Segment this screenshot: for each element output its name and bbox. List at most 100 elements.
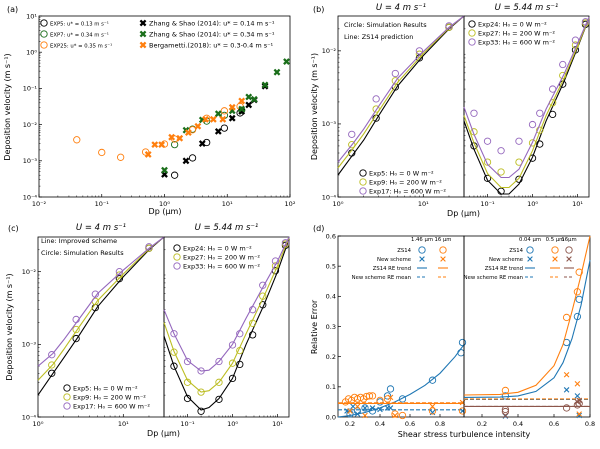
legend-marker	[173, 262, 181, 270]
x-tick-label: 10¹	[418, 200, 429, 208]
legend-marker	[63, 402, 71, 410]
legend-entry: Exp27: H₀ = 200 W m⁻²	[468, 29, 555, 37]
data-point	[261, 81, 269, 89]
legend-marker	[566, 256, 572, 262]
legend-entry: EXP7: u* = 0.34 m s⁻¹	[40, 30, 109, 38]
legend-label: Exp17: H₀ = 600 W m⁻²	[369, 187, 446, 195]
data-point	[228, 374, 237, 383]
data-point	[170, 140, 179, 149]
legend-row: ZS14 RE trend	[485, 266, 574, 272]
data-point	[581, 18, 590, 26]
subplot-title: U = 5.44 m s⁻¹	[495, 3, 559, 13]
new-scheme-point	[563, 371, 570, 378]
legend-label: EXP5: u* = 0.13 m s⁻¹	[50, 20, 109, 27]
data-point	[571, 46, 580, 54]
axes-frame	[163, 236, 290, 418]
data-point	[271, 262, 280, 270]
legend-label: ZS14	[397, 248, 411, 254]
legend-entry: Exp9: H₀ = 200 W m⁻²	[359, 178, 442, 186]
data-point	[184, 129, 192, 137]
subplot-title: U = 5.44 m s⁻¹	[195, 223, 259, 233]
zs14-point	[501, 392, 510, 400]
new-scheme-point	[362, 405, 368, 411]
data-point	[391, 77, 399, 85]
panel-a: 10⁻² 10⁻¹ 10⁰ 10¹ 10² 10⁻⁴ 10⁻³ 10⁻² 10⁻¹ 10⁰ 10¹ E…	[23, 12, 296, 208]
legend-entry: Exp24: H₀ = 0 W m⁻²	[173, 244, 252, 252]
legend-entry: Exp5: H₀ = 0 W m⁻²	[63, 384, 138, 392]
x-tick-label: 0.6	[549, 420, 559, 428]
legend-label: New scheme	[489, 257, 523, 263]
legend-size-header: 0.04 μm	[519, 237, 541, 243]
data-point	[259, 292, 267, 300]
legend-marker	[139, 19, 147, 27]
zs14-point	[383, 392, 392, 400]
legend-marker	[40, 41, 48, 49]
legend-marker	[359, 169, 367, 177]
data-point	[483, 158, 492, 166]
legend-marker	[173, 253, 181, 261]
legend-label: Exp9: H₀ = 200 W m⁻²	[73, 393, 146, 401]
legend-row: New scheme RE mean	[464, 275, 574, 281]
data-point	[72, 325, 80, 334]
x-tick-label: 10⁰	[527, 200, 538, 208]
series-line	[463, 18, 590, 195]
new-scheme-point	[576, 412, 582, 419]
trend-line	[463, 259, 591, 398]
legend-entry: Exp24: H₀ = 0 W m⁻²	[468, 20, 547, 28]
y-axis-label: Relative Error	[310, 299, 319, 354]
new-scheme-point	[354, 411, 361, 417]
x-axis-label: Dp (μm)	[447, 209, 480, 218]
y-tick-label: 10⁻²	[23, 121, 38, 129]
panel-label: (d)	[313, 224, 324, 233]
legend-size-header: 16μm	[561, 237, 576, 243]
legend-label: Bergametti.(2018): u* = 0.3-0.4 m s⁻¹	[149, 41, 274, 49]
series-line	[337, 15, 465, 163]
panel-b-subplot-1: 10⁰ 10¹ 10⁻⁴ 10⁻³ 10⁻² Exp5: H₀ = 0 W m⁻²Exp9…	[322, 15, 465, 208]
data-point	[238, 105, 246, 113]
data-point	[144, 151, 152, 158]
data-point	[188, 126, 197, 134]
legend-label: ZS14	[509, 248, 523, 254]
zs14-point	[398, 411, 407, 420]
data-point	[72, 334, 80, 343]
new-scheme-point	[377, 406, 383, 413]
y-tick-label: 0.5	[326, 262, 336, 270]
x-tick-label: 10¹	[222, 200, 233, 208]
legend-entry: Exp33: H₀ = 600 W m⁻²	[468, 38, 555, 46]
legend-label: ZS14 RE trend	[373, 266, 411, 272]
zs14-point	[383, 395, 392, 403]
annotation: Circle: Simulation Results	[344, 21, 427, 29]
zs14-point	[376, 396, 384, 405]
data-point	[483, 137, 492, 145]
legend-row: New scheme	[377, 256, 446, 263]
data-point	[281, 239, 290, 247]
series-line	[37, 236, 165, 396]
data-point	[271, 257, 280, 265]
legend-entry: Exp5: H₀ = 0 W m⁻²	[359, 169, 434, 177]
series-line	[37, 236, 165, 381]
y-tick-label: 10¹	[26, 12, 37, 20]
data-point	[168, 133, 176, 141]
data-point	[248, 331, 257, 339]
x-axis-label: Dp (μm)	[147, 429, 180, 438]
legend-label: New scheme RE mean	[464, 275, 523, 281]
data-point	[415, 47, 424, 55]
legend-entry: Exp9: H₀ = 200 W m⁻²	[63, 393, 146, 401]
zs14-point	[501, 386, 510, 395]
legend-marker	[552, 256, 558, 262]
x-tick-label: 10⁻¹	[480, 200, 495, 208]
zs14-point	[573, 288, 582, 296]
legend-row: ZS14	[509, 246, 573, 254]
zs14-point	[368, 392, 377, 400]
legend-marker	[468, 38, 476, 46]
data-point	[245, 93, 253, 101]
legend-marker	[439, 246, 447, 254]
legend-label: Exp33: H₀ = 600 W m⁻²	[183, 262, 260, 270]
data-point	[48, 369, 56, 377]
data-point	[283, 58, 290, 66]
legend-marker	[40, 19, 48, 27]
legend-label: Exp5: H₀ = 0 W m⁻²	[369, 169, 434, 177]
legend-label: Zhang & Shao (2014): u* = 0.14 m s⁻¹	[149, 19, 275, 27]
data-point	[72, 315, 80, 324]
data-point	[559, 71, 567, 80]
